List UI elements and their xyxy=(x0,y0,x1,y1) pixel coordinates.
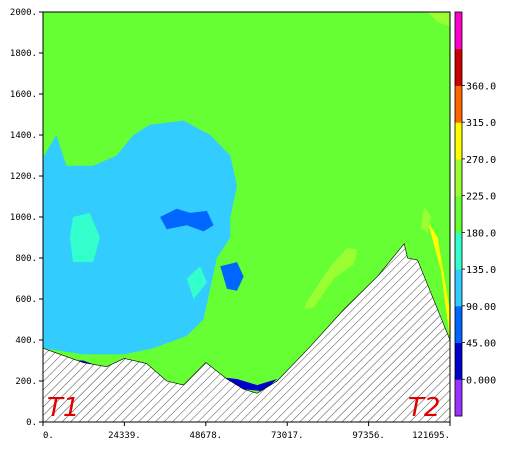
colorbar: 0.000 45.00 90.00 135.0 180.0 225.0 270.0 315.0… xyxy=(454,11,496,417)
y-tick-label: 1400. xyxy=(10,131,37,141)
colorbar-swatch xyxy=(455,269,462,307)
colorbar-label: 270.0 xyxy=(466,155,496,166)
contour-region-7 xyxy=(427,12,450,27)
contour-regions xyxy=(43,12,450,392)
y-tick-label: 400. xyxy=(15,336,37,346)
contour-region-6 xyxy=(427,221,450,340)
colorbar-label: 90.00 xyxy=(466,302,496,313)
colorbar-label: 180.0 xyxy=(466,228,496,239)
colorbar-label: 45.00 xyxy=(466,339,496,350)
terrain-hatch xyxy=(43,243,450,422)
x-tick-label: 24339. xyxy=(108,431,141,441)
y-tick-label: 2000. xyxy=(10,8,37,18)
contour-region-1 xyxy=(69,212,100,263)
colorbar-swatch xyxy=(455,48,462,86)
annotation-t2: T2 xyxy=(408,393,440,423)
y-tick-label: 0. xyxy=(26,418,37,428)
y-tick-label: 600. xyxy=(15,295,37,305)
colorbar-frame xyxy=(454,11,463,417)
contour-region-0 xyxy=(43,120,237,355)
y-tick-label: 1200. xyxy=(10,172,37,182)
colorbar-label: 315.0 xyxy=(466,118,496,129)
colorbar-swatch xyxy=(455,232,462,270)
contour-region-5 xyxy=(303,247,358,310)
y-tick-label: 200. xyxy=(15,377,37,387)
y-tick-label: 1600. xyxy=(10,90,37,100)
x-tick-label: 0. xyxy=(43,431,54,441)
colorbar-label: 225.0 xyxy=(466,192,496,203)
colorbar-swatch xyxy=(455,85,462,123)
colorbar-label: 135.0 xyxy=(466,265,496,276)
colorbar-swatch xyxy=(455,379,462,417)
contour-region-8 xyxy=(420,206,431,234)
plot-area xyxy=(43,12,450,422)
x-tick-label: 121695. xyxy=(412,431,450,441)
colorbar-label: 0.000 xyxy=(466,375,496,386)
colorbar-swatch xyxy=(455,305,462,344)
y-tick-label: 1800. xyxy=(10,49,37,59)
contour-region-3 xyxy=(160,208,214,232)
x-tick-label: 48678. xyxy=(190,431,223,441)
terrain-outline xyxy=(43,242,450,394)
contour-region-4 xyxy=(220,262,244,291)
x-tick-label: 97356. xyxy=(352,431,385,441)
y-tick-label: 1000. xyxy=(10,213,37,223)
x-axis: 0. 24339. 48678. 73017. 97356. 121695. xyxy=(42,422,451,441)
contour-region-2 xyxy=(186,266,207,299)
colorbar-swatch xyxy=(455,195,462,233)
contour-region-9 xyxy=(216,376,278,392)
colorbar-swatch xyxy=(455,122,462,160)
y-axis: 0. 200. 400. 600. 800. 1000. 1200. 1400. 1600. 18… xyxy=(10,8,43,428)
annotation-t1: T1 xyxy=(47,393,79,423)
y-tick-label: 800. xyxy=(15,254,37,264)
colorbar-swatch xyxy=(455,158,462,197)
colorbar-swatch xyxy=(455,12,462,50)
colorbar-swatch xyxy=(455,342,462,380)
x-tick-label: 73017. xyxy=(271,431,304,441)
colorbar-label: 360.0 xyxy=(466,81,496,92)
